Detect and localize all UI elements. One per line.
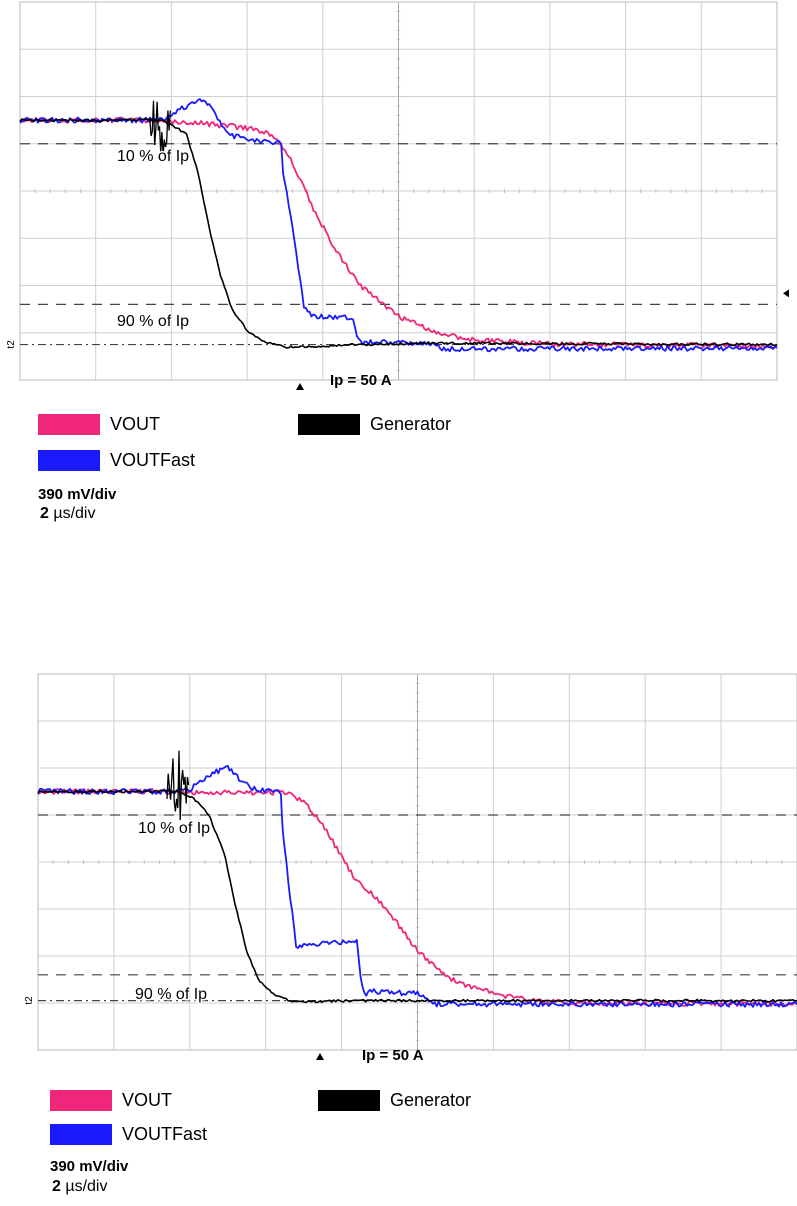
annotation-label: Ip = 50 A <box>330 372 392 389</box>
channel-marker: t2 <box>6 340 17 349</box>
legend-label-generator: Generator <box>370 414 452 434</box>
legend-item-voutfast: VOUTFast <box>50 1124 207 1145</box>
time-per-div-label: 2 µs/div <box>40 505 95 523</box>
annotation-label: 90 % of Ip <box>135 986 207 1003</box>
legend-swatch-vout <box>38 414 100 435</box>
legend-item-vout: VOUT <box>50 1090 172 1111</box>
time-per-div-value: 2 <box>40 505 49 522</box>
trigger-marker-icon <box>316 1053 324 1060</box>
trace-generator <box>37 789 797 1004</box>
generator-ringing <box>166 750 190 821</box>
scope-grid <box>37 673 797 1051</box>
volts-per-div-label: 390 mV/div <box>50 1158 129 1175</box>
channel-marker: t2 <box>24 996 35 1005</box>
annotation-label: 90 % of Ip <box>117 313 189 330</box>
level-marker-icon <box>783 289 789 298</box>
trace-generator <box>19 118 778 349</box>
trace-voutfast <box>37 764 797 1008</box>
scope-capture-top: 10 % of Ip 90 % of Ip Ip = 50 A t2 VOUT VOU… <box>0 0 797 540</box>
time-per-div-value: 2 <box>52 1178 61 1195</box>
annotation-label: Ip = 50 A <box>362 1047 424 1064</box>
time-per-div-label: 2 µs/div <box>52 1178 107 1196</box>
time-per-div-unit: µs/div <box>48 505 96 522</box>
legend-swatch-generator <box>298 414 360 435</box>
trigger-marker-icon <box>296 383 304 390</box>
time-per-div-unit: µs/div <box>60 1178 108 1195</box>
legend-item-generator: Generator <box>298 414 451 435</box>
legend-label-generator: Generator <box>390 1090 472 1110</box>
oscilloscope-plot-top: 10 % of Ip 90 % of Ip Ip = 50 A t2 <box>6 1 789 390</box>
legend-label-voutfast: VOUTFast <box>122 1124 208 1144</box>
oscilloscope-plot-bottom: 10 % of Ip 90 % of Ip Ip = 50 A t2 <box>24 673 797 1064</box>
legend-label-vout: VOUT <box>122 1090 173 1110</box>
legend-label-vout: VOUT <box>110 414 161 434</box>
annotation-label: 10 % of Ip <box>117 148 189 165</box>
legend-swatch-generator <box>318 1090 380 1111</box>
legend-item-vout: VOUT <box>38 414 160 435</box>
scope-capture-bottom: 10 % of Ip 90 % of Ip Ip = 50 A t2 VOUT VOU… <box>0 672 797 1206</box>
generator-ringing <box>148 100 171 155</box>
legend-item-generator: Generator <box>318 1090 471 1111</box>
legend-swatch-voutfast <box>50 1124 112 1145</box>
legend-swatch-vout <box>50 1090 112 1111</box>
legend-swatch-voutfast <box>38 450 100 471</box>
scope-grid <box>19 1 778 381</box>
legend-item-voutfast: VOUTFast <box>38 450 195 471</box>
trace-vout <box>19 116 778 350</box>
volts-per-div-label: 390 mV/div <box>38 486 117 503</box>
annotation-label: 10 % of Ip <box>138 820 210 837</box>
legend-label-voutfast: VOUTFast <box>110 450 196 470</box>
